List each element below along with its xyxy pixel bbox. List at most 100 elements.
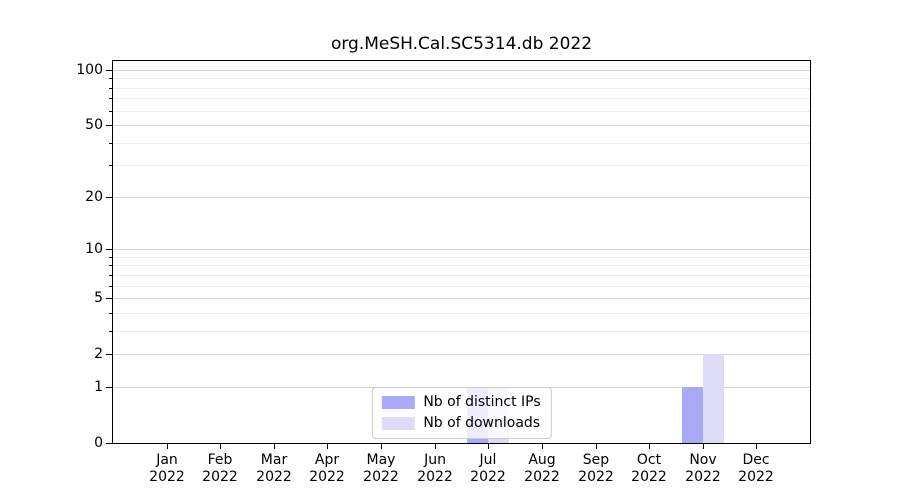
x-tick-month: Aug xyxy=(528,452,556,468)
plot-area: Nb of distinct IPs Nb of downloads xyxy=(112,60,811,444)
x-tick-month: Jul xyxy=(479,452,497,468)
y-tick-mark xyxy=(106,249,112,250)
x-tick-label: Jun 2022 xyxy=(403,452,467,486)
y-minor-tick-mark xyxy=(109,143,112,144)
x-tick-mark xyxy=(649,444,650,449)
gridline-major xyxy=(113,125,810,126)
x-tick-mark xyxy=(756,444,757,449)
x-tick-label: Feb 2022 xyxy=(188,452,252,486)
x-tick-year: 2022 xyxy=(738,469,774,485)
x-tick-label: Mar 2022 xyxy=(242,452,306,486)
x-tick-label: Aug 2022 xyxy=(510,452,574,486)
y-tick-label: 2 xyxy=(94,346,103,362)
x-tick-month: Jun xyxy=(424,452,446,468)
gridline-minor xyxy=(113,78,810,79)
bar-nb-of-distinct-ips-nov xyxy=(682,387,703,443)
x-tick-year: 2022 xyxy=(524,469,560,485)
gridline-major xyxy=(113,249,810,250)
y-minor-tick-mark xyxy=(109,265,112,266)
x-tick-label: Nov 2022 xyxy=(671,452,735,486)
x-tick-year: 2022 xyxy=(631,469,667,485)
y-minor-tick-mark xyxy=(109,88,112,89)
y-tick-label: 20 xyxy=(85,189,103,205)
x-tick-month: Sep xyxy=(582,452,610,468)
x-tick-year: 2022 xyxy=(470,469,506,485)
legend-swatch-distinct-ips xyxy=(381,396,415,409)
gridline-minor xyxy=(113,98,810,99)
gridline-minor xyxy=(113,313,810,314)
gridline-major xyxy=(113,354,810,355)
gridline-major xyxy=(113,298,810,299)
gridline-minor xyxy=(113,143,810,144)
y-tick-label: 1 xyxy=(94,379,103,395)
x-tick-month: Jan xyxy=(156,452,178,468)
gridline-minor xyxy=(113,88,810,89)
x-tick-year: 2022 xyxy=(149,469,185,485)
gridline-minor xyxy=(113,165,810,166)
gridline-minor xyxy=(113,265,810,266)
y-tick-mark xyxy=(106,354,112,355)
x-tick-label: May 2022 xyxy=(349,452,413,486)
legend: Nb of distinct IPs Nb of downloads xyxy=(371,387,552,439)
x-tick-label: Jan 2022 xyxy=(135,452,199,486)
y-minor-tick-mark xyxy=(109,165,112,166)
gridline-major xyxy=(113,70,810,71)
x-tick-mark xyxy=(435,444,436,449)
y-minor-tick-mark xyxy=(109,275,112,276)
x-tick-label: Apr 2022 xyxy=(295,452,359,486)
y-tick-label: 0 xyxy=(94,435,103,451)
y-minor-tick-mark xyxy=(109,313,112,314)
gridline-minor xyxy=(113,331,810,332)
x-tick-mark xyxy=(381,444,382,449)
x-tick-year: 2022 xyxy=(578,469,614,485)
gridline-minor xyxy=(113,275,810,276)
y-minor-tick-mark xyxy=(109,78,112,79)
x-tick-mark xyxy=(327,444,328,449)
x-tick-year: 2022 xyxy=(417,469,453,485)
chart-title: org.MeSH.Cal.SC5314.db 2022 xyxy=(330,34,593,54)
x-tick-mark xyxy=(488,444,489,449)
y-tick-label: 5 xyxy=(94,290,103,306)
x-tick-month: Dec xyxy=(742,452,770,468)
x-tick-month: Apr xyxy=(314,452,340,468)
x-tick-year: 2022 xyxy=(309,469,345,485)
x-tick-label: Dec 2022 xyxy=(724,452,788,486)
x-tick-month: Mar xyxy=(260,452,288,468)
y-minor-tick-mark xyxy=(109,257,112,258)
x-tick-mark xyxy=(274,444,275,449)
x-tick-month: May xyxy=(366,452,396,468)
y-minor-tick-mark xyxy=(109,331,112,332)
x-tick-label: Jul 2022 xyxy=(456,452,520,486)
y-tick-mark xyxy=(106,197,112,198)
x-tick-month: Oct xyxy=(636,452,662,468)
gridline-minor xyxy=(113,286,810,287)
x-tick-label: Sep 2022 xyxy=(564,452,628,486)
x-tick-year: 2022 xyxy=(685,469,721,485)
x-tick-month: Feb xyxy=(207,452,233,468)
y-tick-label: 50 xyxy=(85,117,103,133)
legend-label-downloads: Nb of downloads xyxy=(423,415,541,431)
x-tick-year: 2022 xyxy=(202,469,238,485)
y-tick-mark xyxy=(106,387,112,388)
x-tick-year: 2022 xyxy=(363,469,399,485)
x-tick-mark xyxy=(220,444,221,449)
y-tick-label: 100 xyxy=(76,62,103,78)
legend-swatch-downloads xyxy=(381,417,415,430)
y-tick-label: 10 xyxy=(85,241,103,257)
y-minor-tick-mark xyxy=(109,286,112,287)
x-tick-mark xyxy=(703,444,704,449)
y-minor-tick-mark xyxy=(109,98,112,99)
legend-item-distinct-ips: Nb of distinct IPs xyxy=(381,394,541,411)
x-tick-mark xyxy=(167,444,168,449)
y-tick-mark xyxy=(106,70,112,71)
gridline-minor xyxy=(113,111,810,112)
bar-nb-of-downloads-nov xyxy=(703,354,724,443)
legend-item-downloads: Nb of downloads xyxy=(381,415,540,432)
x-tick-year: 2022 xyxy=(256,469,292,485)
x-tick-month: Nov xyxy=(689,452,717,468)
y-tick-mark xyxy=(106,298,112,299)
y-tick-mark xyxy=(106,443,112,444)
y-tick-mark xyxy=(106,125,112,126)
x-tick-mark xyxy=(542,444,543,449)
